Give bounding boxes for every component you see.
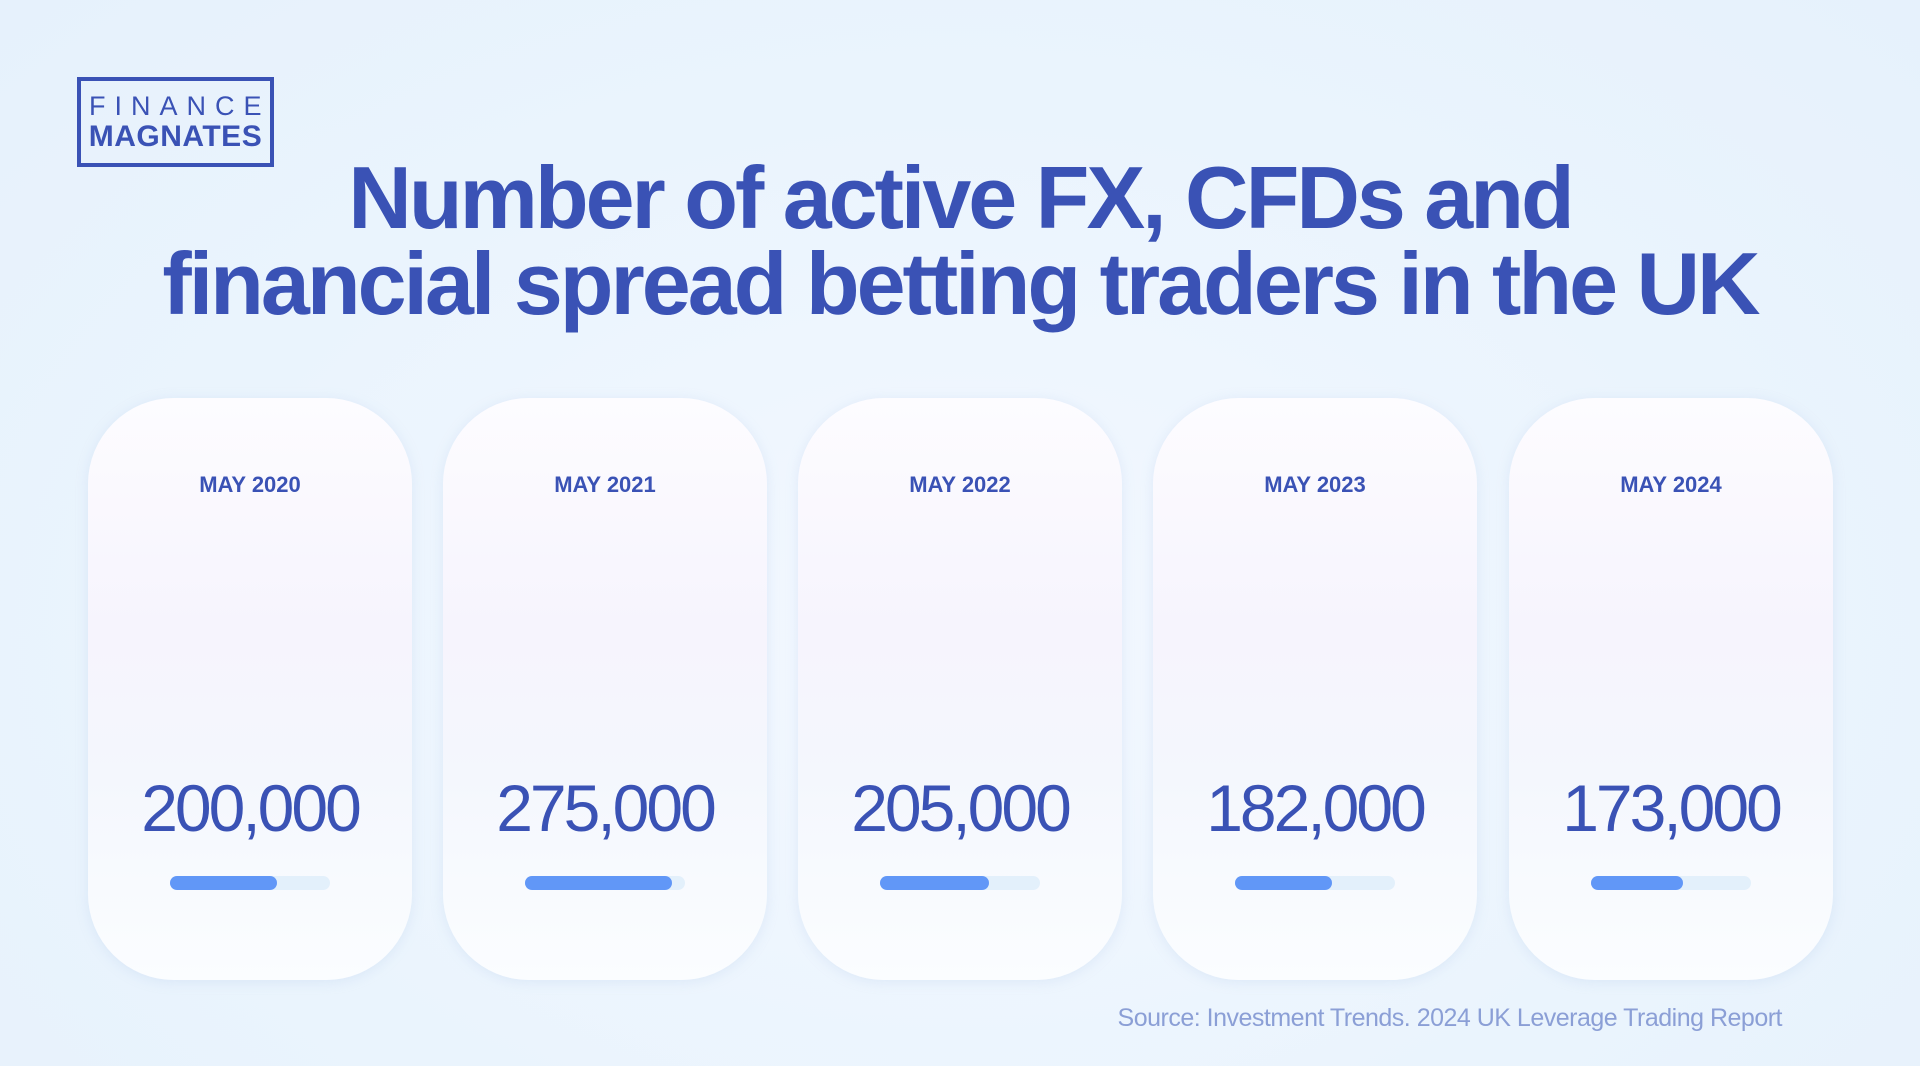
progress-fill xyxy=(525,876,672,890)
card-value: 205,000 xyxy=(851,771,1072,845)
stat-card: MAY 2020 200,000 xyxy=(88,398,412,980)
card-date: MAY 2020 xyxy=(199,472,301,497)
finance-magnates-logo: FINANCE MAGNATES xyxy=(77,77,274,167)
progress-fill xyxy=(880,876,990,890)
stat-card: MAY 2022 205,000 xyxy=(798,398,1122,980)
logo-line1: FINANCE xyxy=(89,91,271,121)
progress-track xyxy=(1591,876,1751,890)
progress-fill xyxy=(1591,876,1684,890)
card-date: MAY 2024 xyxy=(1620,472,1722,497)
stat-card: MAY 2023 182,000 xyxy=(1153,398,1477,980)
card-value: 173,000 xyxy=(1562,771,1783,845)
progress-track xyxy=(880,876,1040,890)
logo-line2: MAGNATES xyxy=(88,120,263,153)
progress-fill xyxy=(1235,876,1333,890)
progress-fill xyxy=(170,876,277,890)
title-line2: financial spread betting traders in the … xyxy=(162,234,1760,333)
page-title: Number of active FX, CFDs and financial … xyxy=(0,148,1920,333)
progress-track xyxy=(525,876,685,890)
card-date: MAY 2023 xyxy=(1264,472,1366,497)
progress-track xyxy=(1235,876,1395,890)
stat-card: MAY 2021 275,000 xyxy=(443,398,767,980)
card-value: 275,000 xyxy=(496,771,717,845)
progress-track xyxy=(170,876,330,890)
source-note: Source: Investment Trends. 2024 UK Lever… xyxy=(1117,1004,1783,1032)
card-date: MAY 2021 xyxy=(554,472,656,497)
card-value: 182,000 xyxy=(1206,771,1427,845)
card-date: MAY 2022 xyxy=(909,472,1011,497)
stat-card: MAY 2024 173,000 xyxy=(1509,398,1833,980)
title-line1: Number of active FX, CFDs and xyxy=(348,148,1574,247)
card-value: 200,000 xyxy=(141,771,362,845)
